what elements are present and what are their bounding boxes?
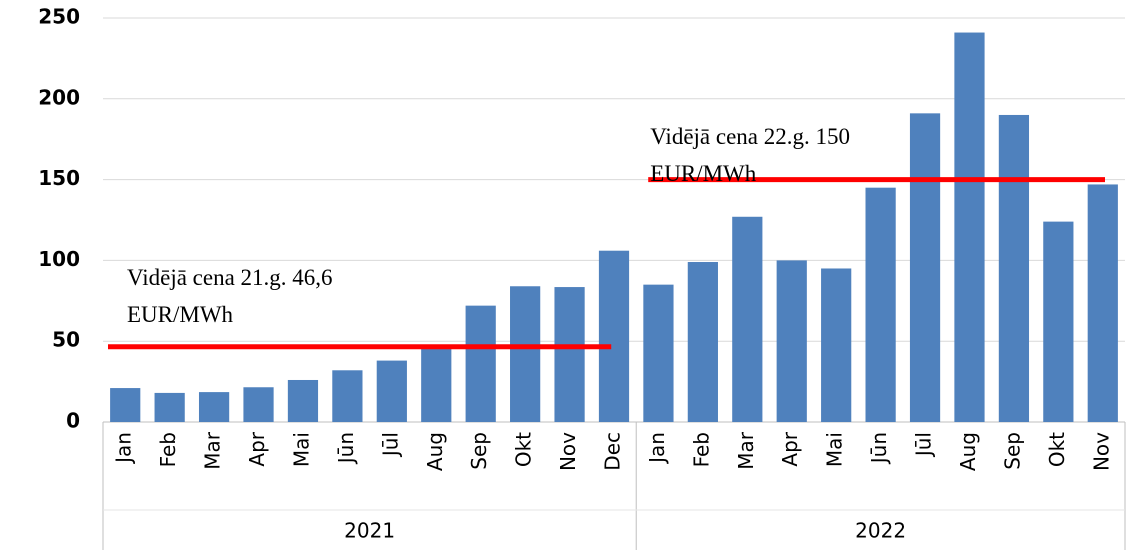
group-label: 2022: [855, 519, 906, 543]
x-tick-label: Mai: [289, 432, 313, 467]
x-tick-label: Sep: [467, 432, 491, 470]
bar: [865, 187, 896, 422]
x-tick-label: Nov: [556, 432, 580, 471]
bar: [287, 379, 319, 422]
x-tick-label: Aug: [956, 432, 980, 471]
y-tick-label: 50: [52, 328, 80, 352]
bar: [110, 388, 141, 422]
bar: [732, 216, 763, 422]
annotation: EUR/MWh: [127, 302, 234, 327]
x-tick-label: Feb: [156, 432, 180, 467]
x-tick-label: Nov: [1089, 432, 1113, 471]
x-tick-label: Apr: [245, 431, 269, 466]
x-tick-label: Jūl: [378, 432, 402, 458]
bar: [465, 305, 496, 422]
y-tick-label: 250: [38, 5, 80, 29]
x-tick-label: Jūn: [867, 432, 891, 465]
x-tick-label: Jūl: [912, 432, 936, 458]
bar: [510, 286, 541, 422]
y-tick-label: 100: [38, 247, 80, 271]
bar: [154, 392, 185, 422]
bar: [421, 347, 452, 422]
bar: [687, 262, 718, 422]
bar: [243, 387, 274, 422]
x-tick-label: Okt: [512, 432, 536, 467]
y-tick-label: 150: [38, 166, 80, 190]
bar: [198, 392, 230, 422]
x-tick-label: Jan: [112, 432, 136, 465]
y-tick-label: 0: [66, 409, 80, 433]
bar: [1043, 221, 1074, 422]
bar: [821, 268, 852, 422]
x-tick-label: Apr: [778, 431, 802, 466]
bar: [998, 114, 1030, 423]
x-tick-label: Sep: [1000, 432, 1024, 470]
x-tick-label: Jūn: [334, 432, 358, 465]
bar: [954, 32, 985, 422]
bar: [1087, 184, 1118, 422]
x-tick-label: Mar: [734, 431, 758, 470]
x-tick-label: Aug: [423, 432, 447, 471]
x-tick-label: Mar: [201, 431, 225, 470]
annotation: EUR/MWh: [650, 161, 757, 186]
x-tick-label: Feb: [689, 432, 713, 467]
group-label: 2021: [344, 519, 395, 543]
y-tick-label: 200: [38, 85, 80, 109]
bar: [554, 287, 585, 422]
bar: [909, 113, 941, 423]
x-tick-label: Okt: [1045, 432, 1069, 467]
x-tick-label: Mai: [823, 432, 847, 467]
bar: [643, 284, 674, 422]
bar: [598, 250, 630, 422]
annotation: Vidējā cena 21.g. 46,6: [127, 265, 333, 290]
annotation: Vidējā cena 22.g. 150: [650, 124, 850, 149]
x-tick-label: Jan: [645, 432, 669, 465]
x-tick-label: Dec: [601, 432, 625, 471]
bar: [332, 370, 363, 422]
bar: [376, 360, 407, 422]
bar: [776, 260, 807, 422]
